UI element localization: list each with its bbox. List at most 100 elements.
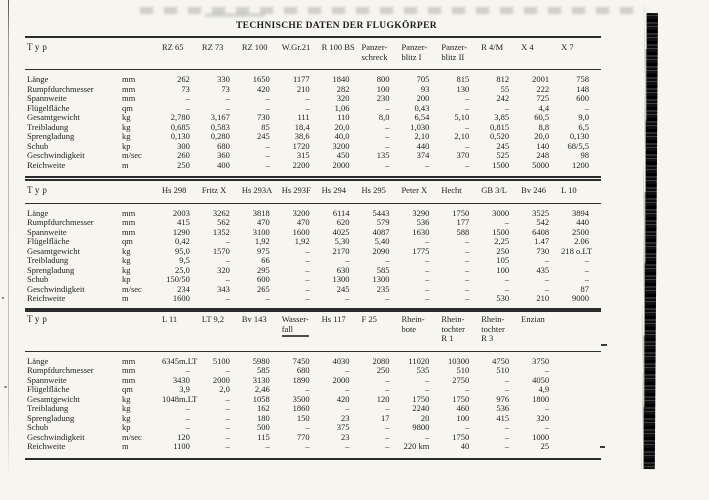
table-body: Länge mm 262 330 1650 1177 1840 800 705 815 812 200… [25, 70, 601, 178]
table-row: Spannweite mm 1290 1352 3100 1600 4025 4087 1630… [25, 226, 601, 238]
cell-value: 1,06 [334, 102, 350, 113]
cell-value: 0,130 [569, 131, 589, 141]
row-unit: mm [122, 365, 136, 375]
table-section-3: Typ L 11 LT 9,2 Bv 143 Wasser-fall Hs 117 F 25… [25, 308, 601, 460]
cell-value: 100 [456, 412, 470, 423]
cell-value: – [385, 102, 390, 113]
column-header: Rhein-tochter R 1 [441, 314, 465, 343]
row-label: Länge [27, 74, 49, 84]
empty-cell [561, 404, 601, 414]
cell-value: – [385, 384, 390, 394]
cell-value: 6,5 [578, 121, 589, 132]
cell-value: – [305, 102, 310, 113]
column-header: GB 3/L [481, 185, 507, 195]
column-header: Wasser-fall [281, 309, 322, 351]
cell-value: 1290 [172, 226, 190, 237]
column-header: RZ 100 [241, 42, 268, 52]
cell-value: 758 [576, 74, 589, 84]
cell-value: 4025 [332, 226, 350, 237]
cell-value: – [185, 102, 190, 113]
cell-value: – [504, 441, 510, 451]
scan-mark [600, 446, 605, 448]
column-header: Bv 246 [521, 185, 546, 195]
table-row: Rumpfdurchmesser mm 73 73 420 210 282 100 93 130 5… [25, 83, 601, 95]
cell-value: 2000 [332, 159, 350, 170]
cell-value: – [504, 217, 510, 227]
column-header: X 7 [561, 42, 574, 52]
table-row: Treibladung kg 9,5 – 66 – – – – – 105 – – [25, 255, 601, 266]
cell-value: – [225, 431, 230, 442]
cell-value: 1630 [412, 226, 430, 237]
column-header: Fritz X [201, 185, 227, 195]
cell-value: 105 [496, 255, 510, 265]
cell-value: 3,85 [494, 112, 510, 122]
cell-value: 1.47 [534, 236, 550, 246]
cell-value: 295 [256, 264, 270, 275]
row-unit: kp [122, 140, 131, 151]
cell-value: 282 [336, 83, 350, 94]
cell-value: 400 [217, 159, 230, 170]
cell-value: 262 [177, 74, 190, 84]
cell-value: 6,54 [414, 112, 430, 122]
cell-value: 242 [496, 93, 510, 103]
cell-value: 4750 [492, 355, 510, 366]
cell-value: 20,0 [334, 121, 350, 132]
cell-value: 3130 [252, 374, 270, 385]
cell-value: – [265, 140, 270, 151]
cell-value: 230 [376, 93, 390, 103]
cell-value: 17 [380, 412, 390, 423]
cell-value: 470 [256, 217, 270, 227]
row-label: Sprengladung [27, 131, 75, 141]
cell-value: 6345m.LT [162, 355, 198, 366]
cell-value: 9000 [572, 293, 589, 303]
table-row: Länge mm 262 330 1650 1177 1840 800 705 815 812 200… [25, 70, 601, 85]
row-label: Spannweite [27, 226, 67, 237]
row-unit: mm [122, 217, 136, 227]
cell-value: – [265, 159, 270, 170]
cell-value: 2090 [372, 245, 390, 256]
cell-value: – [504, 374, 510, 385]
cell-value: 3262 [212, 207, 230, 218]
header-row: Typ Hs 298 Fritz X Hs 293A Hs 293F Hs 294 Hs 2… [25, 180, 601, 203]
cell-value: 562 [217, 217, 230, 227]
cell-value: – [385, 422, 390, 432]
empty-cell [561, 366, 601, 376]
cell-value: – [225, 255, 230, 265]
cell-value: – [225, 102, 230, 113]
cell-value: 2001 [532, 74, 550, 84]
cell-value: 3200 [292, 207, 310, 218]
technical-data-table-1: Typ RZ 65 RZ 73 RZ 100 W.Gr.21 R 100 BS Panzer… [25, 36, 601, 178]
unit-header [122, 180, 162, 203]
cell-value: 6114 [332, 207, 350, 218]
cell-value: 8,0 [378, 112, 390, 122]
row-unit: m [122, 159, 129, 170]
cell-value: – [225, 441, 230, 451]
empty-cell [561, 385, 601, 395]
unit-header [122, 37, 162, 70]
cell-value: 115 [257, 431, 270, 442]
table-section-2: Typ Hs 298 Fritz X Hs 293A Hs 293F Hs 294 Hs 2… [25, 179, 601, 312]
cell-value: – [305, 422, 310, 432]
table-row: Reichweite m 250 400 – 2200 2000 – – – 1500 5000 120… [25, 159, 601, 178]
cell-value: 25,0 [175, 264, 190, 275]
cell-value: 976 [496, 393, 510, 404]
cell-value: 0,583 [210, 121, 230, 132]
row-label: Schub [27, 140, 49, 151]
table-row: Sprengladung kg 25,0 320 295 – 630 585 – – 100 435 – [25, 264, 601, 276]
row-unit: mm [122, 74, 136, 84]
cell-value: – [584, 102, 589, 113]
row-unit: kg [122, 412, 131, 423]
cell-value: 1,92 [294, 236, 310, 246]
cell-value: 40 [460, 441, 470, 451]
cell-value: – [544, 283, 550, 294]
cell-value: 210 [296, 83, 310, 94]
cell-value: 0,130 [170, 131, 190, 141]
cell-value: 150 [296, 412, 310, 423]
underlined-type-name: Wasser-fall [281, 314, 309, 337]
column-header: Panzer-blitz I [401, 42, 428, 62]
header-row: Typ RZ 65 RZ 73 RZ 100 W.Gr.21 R 100 BS Panzer… [25, 37, 601, 70]
cell-value: 248 [536, 150, 550, 160]
column-header: Hecht [441, 185, 462, 195]
cell-value: – [584, 255, 589, 265]
